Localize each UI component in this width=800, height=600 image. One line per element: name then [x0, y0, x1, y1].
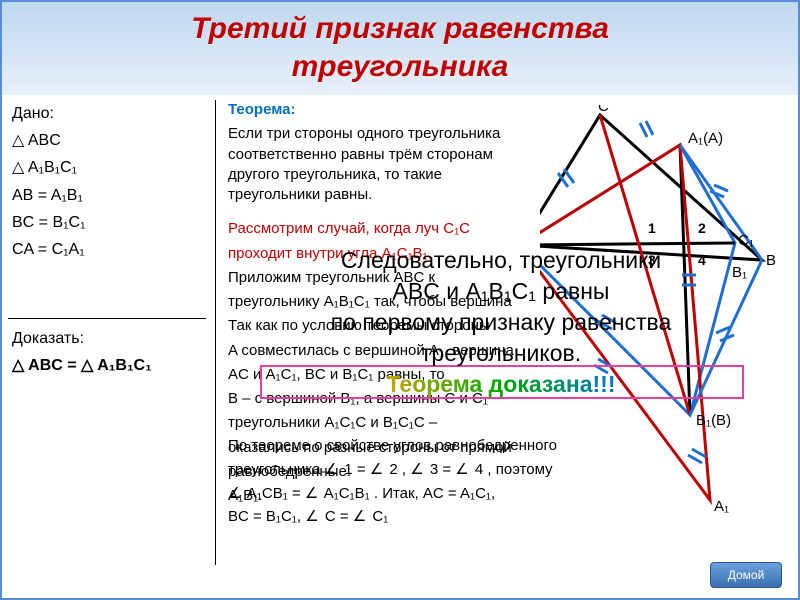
pt-C: C — [598, 105, 609, 115]
theorem-label: Теорема: — [228, 101, 295, 118]
overlay-line: ABC и A₁B₁C₁ равны — [236, 276, 766, 307]
pt-A1b: A₁ — [714, 498, 729, 515]
overlay-line: треугольников. — [236, 338, 766, 369]
theorem-text: Если три стороны одного треугольника соо… — [228, 124, 538, 205]
given-item: AB = A₁B₁ — [12, 182, 207, 209]
title-line2: треугольника — [292, 50, 509, 83]
svg-text:1: 1 — [648, 220, 656, 236]
pt-B1B: B₁(B) — [696, 412, 731, 429]
proof-line: треугольники A₁C₁C и B₁C₁C – — [228, 413, 538, 433]
title: Третий признак равенства треугольника — [0, 10, 800, 85]
pt-A1: A₁(A) — [688, 130, 723, 147]
pt-B: B — [766, 252, 776, 269]
home-button[interactable]: Домой — [710, 562, 782, 588]
given-item: △ A₁B₁C₁ — [12, 154, 207, 181]
prove-stmt: △ ABC = △ A₁B₁C₁ — [12, 352, 207, 379]
header: Третий признак равенства треугольника — [0, 0, 800, 95]
given-block: Дано: △ ABC △ A₁B₁C₁ AB = A₁B₁ BC = B₁C₁… — [12, 100, 207, 263]
given-item: △ ABC — [12, 127, 207, 154]
overlay-line: Следовательно, треугольники — [236, 245, 766, 276]
overlay-line: по первому признаку равенства — [236, 307, 766, 338]
given-item: BC = B₁C₁ — [12, 209, 207, 236]
overlay-done: Теорема доказана!!! — [236, 369, 766, 400]
title-line1: Третий признак равенства — [191, 12, 609, 45]
given-item: CA = C₁A₁ — [12, 236, 207, 263]
given-title: Дано: — [12, 100, 207, 127]
svg-text:2: 2 — [698, 220, 706, 236]
prove-block: Доказать: △ ABC = △ A₁B₁C₁ — [12, 325, 207, 379]
prove-title: Доказать: — [12, 325, 207, 352]
conclusion-overlay: Следовательно, треугольники ABC и A₁B₁C₁… — [236, 245, 766, 400]
vertical-separator — [215, 100, 216, 565]
proof-line: Рассмотрим случай, когда луч C₁C — [228, 219, 538, 239]
horizontal-separator — [8, 318, 206, 319]
